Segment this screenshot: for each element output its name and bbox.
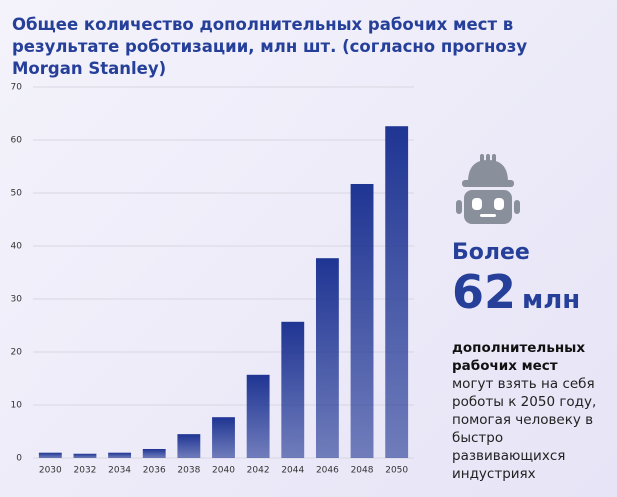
bar [385, 126, 409, 458]
bar [73, 453, 97, 458]
bar [38, 452, 62, 458]
callout-number: 62 [452, 265, 517, 319]
x-tick-label: 2040 [212, 466, 235, 476]
y-tick-label: 30 [11, 295, 23, 305]
callout: Более 62 млн дополнительных рабочих мест … [452, 240, 612, 483]
callout-text: дополнительных рабочих мест могут взять … [452, 339, 602, 483]
x-tick-label: 2050 [385, 466, 408, 476]
x-tick-label: 2044 [281, 466, 304, 476]
x-tick-label: 2030 [39, 466, 62, 476]
x-tick-label: 2038 [177, 466, 200, 476]
callout-lead: Более [452, 240, 530, 265]
callout-body-text: могут взять на себя роботы к 2050 году, … [452, 376, 597, 482]
x-tick-label: 2046 [316, 466, 339, 476]
y-tick-label: 10 [11, 401, 23, 411]
callout-unit: млн [522, 285, 581, 315]
bar [108, 452, 132, 458]
bar [142, 448, 166, 458]
y-tick-label: 20 [11, 348, 23, 358]
bar [246, 374, 270, 458]
callout-bold-text: дополнительных рабочих мест [452, 340, 586, 374]
bar [177, 434, 201, 458]
bar [315, 258, 339, 458]
y-tick-label: 50 [11, 189, 23, 199]
y-tick-label: 40 [11, 242, 23, 252]
callout-number-row: 62 млн [452, 267, 612, 325]
robot-icon [456, 154, 520, 224]
x-tick-label: 2034 [108, 466, 131, 476]
y-tick-label: 70 [11, 83, 23, 93]
y-tick-label: 60 [11, 136, 23, 146]
x-tick-label: 2036 [143, 466, 166, 476]
bar [212, 417, 235, 458]
x-tick-label: 2042 [247, 466, 270, 476]
chart-title: Общее количество дополнительных рабочих … [12, 15, 528, 78]
bar [350, 183, 374, 459]
y-tick-label: 0 [16, 454, 22, 464]
x-tick-label: 2048 [351, 466, 374, 476]
bar [281, 321, 305, 458]
x-tick-label: 2032 [74, 466, 97, 476]
